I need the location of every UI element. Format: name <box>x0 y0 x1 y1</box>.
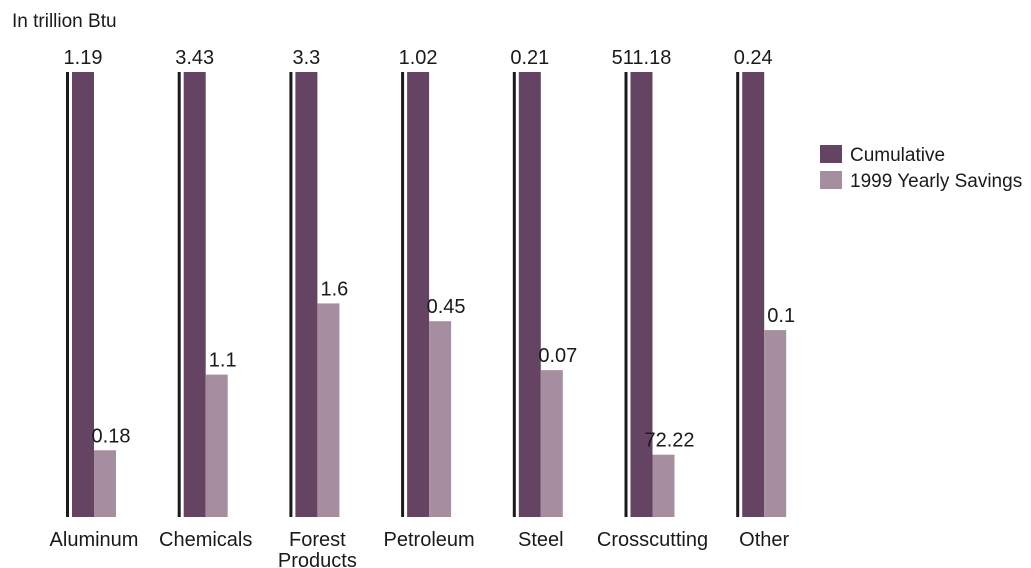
axis-line <box>66 72 69 517</box>
axis-line <box>401 72 405 517</box>
bar-cumulative-aluminum <box>72 72 94 517</box>
legend-label-1999-yearly-savings: 1999 Yearly Savings <box>850 171 1022 192</box>
label-cumulative-chemicals: 3.43 <box>175 47 214 69</box>
label-cumulative-aluminum: 1.19 <box>64 47 103 69</box>
group-aluminum: 1.19 0.18 Aluminum <box>50 47 139 551</box>
bar-yearly-forest-products <box>317 303 340 517</box>
axis-line <box>177 72 181 517</box>
label-yearly-chemicals: 1.1 <box>209 350 237 372</box>
label-yearly-other: 0.1 <box>767 305 795 327</box>
legend: Cumulative 1999 Yearly Savings <box>820 145 1022 192</box>
legend-swatch-1999-yearly-savings <box>820 171 842 189</box>
bar-cumulative-crosscutting <box>630 72 653 517</box>
legend-swatch-cumulative <box>820 145 842 163</box>
label-cumulative-forest-products: 3.3 <box>292 47 320 69</box>
group-other: 0.24 0.1 Other <box>734 47 795 551</box>
bar-cumulative-forest-products <box>295 72 318 517</box>
bar-cumulative-chemicals <box>183 72 206 517</box>
group-steel: 0.21 0.07 Steel <box>510 47 577 551</box>
category-label: Aluminum <box>50 529 139 551</box>
category-label: Petroleum <box>384 529 475 551</box>
label-cumulative-steel: 0.21 <box>510 47 549 69</box>
category-label: Steel <box>518 529 564 551</box>
bar-cumulative-steel <box>518 72 541 517</box>
category-label: Crosscutting <box>597 529 708 551</box>
label-cumulative-petroleum: 1.02 <box>399 47 438 69</box>
bar-yearly-crosscutting <box>652 454 675 517</box>
category-label: Products <box>278 550 357 568</box>
group-chemicals: 3.43 1.1 Chemicals <box>159 47 252 551</box>
bar-yearly-chemicals <box>205 374 228 517</box>
bar-cumulative-other <box>742 72 765 517</box>
axis-line <box>512 72 516 517</box>
bar-yearly-other <box>764 330 787 517</box>
bar-yearly-petroleum <box>429 321 452 517</box>
legend-label-cumulative: Cumulative <box>850 145 945 166</box>
label-cumulative-crosscutting: 511.18 <box>612 47 672 69</box>
axis-line <box>289 72 293 517</box>
label-yearly-crosscutting: 72.22 <box>644 430 694 452</box>
label-yearly-petroleum: 0.45 <box>427 296 466 318</box>
axis-line <box>736 72 740 517</box>
category-label: Other <box>739 529 789 551</box>
bar-groups: 1.19 0.18 Aluminum 3.43 1.1 Chemicals 3.3 1.6 Fo… <box>50 47 796 568</box>
bar-cumulative-petroleum <box>407 72 430 517</box>
unit-label: In trillion Btu <box>12 11 117 32</box>
label-yearly-steel: 0.07 <box>538 345 577 367</box>
axis-line <box>624 72 628 517</box>
group-crosscutting: 511.18 72.22 Crosscutting <box>597 47 708 551</box>
label-yearly-forest-products: 1.6 <box>320 278 348 300</box>
group-petroleum: 1.02 0.45 Petroleum <box>384 47 475 551</box>
bar-yearly-aluminum <box>94 450 116 517</box>
category-label: Chemicals <box>159 529 252 551</box>
label-cumulative-other: 0.24 <box>734 47 773 69</box>
label-yearly-aluminum: 0.18 <box>92 425 131 447</box>
category-label: Forest <box>289 529 346 551</box>
bar-yearly-steel <box>540 370 563 517</box>
